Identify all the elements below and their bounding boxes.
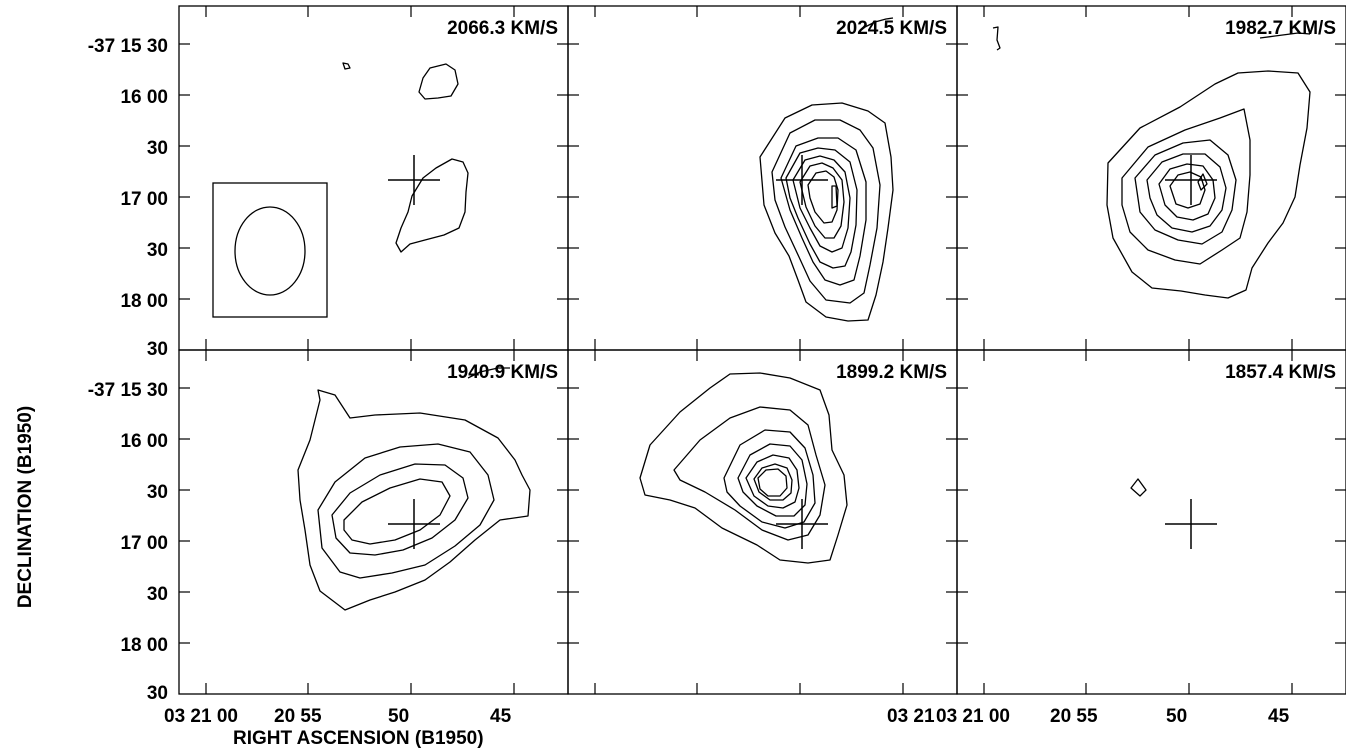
x-tick-label: 45 (490, 706, 512, 727)
contour-level (317, 443, 495, 579)
panel-5-contours (639, 372, 848, 564)
contour-level (780, 137, 867, 286)
panel-1-contours (212, 62, 469, 318)
y-tick-labels-bottom: -37 15 30 16 00 30 17 00 30 18 00 30 (88, 380, 168, 704)
y-tick-label: 18 00 (120, 635, 168, 656)
panel-4-contours (297, 367, 531, 611)
contour-level (723, 429, 816, 529)
x-axis-title: RIGHT ASCENSION (B1950) (233, 728, 484, 749)
contour-level (759, 102, 894, 322)
x-tick-label: 20 55 (1050, 706, 1098, 727)
contour-level (1158, 163, 1216, 221)
beam-box (212, 182, 328, 318)
contour-level (1106, 70, 1311, 299)
contour-level (753, 463, 793, 501)
contour-level (785, 147, 858, 269)
panel-5-velocity-label: 1899.2 KM/S (836, 362, 947, 383)
y-tick-label: 17 00 (120, 533, 168, 554)
contour-level (992, 26, 1001, 51)
contour-level (1134, 139, 1237, 245)
contour-level (467, 367, 510, 379)
x-tick-label: 45 (1268, 706, 1290, 727)
panel-3-frame (956, 5, 1346, 351)
contour-level (799, 162, 845, 239)
contour-level (864, 17, 894, 28)
y-tick-label: 16 00 (120, 431, 168, 452)
panel-2-contours (759, 17, 894, 322)
panel-2-frame (567, 5, 958, 351)
y-tick-label: 17 00 (120, 189, 168, 210)
y-tick-label: 30 (147, 482, 168, 503)
contour-level (418, 63, 459, 100)
contour-level (673, 406, 826, 541)
contour-level (639, 372, 848, 564)
contour-level (395, 158, 469, 253)
panel-4-velocity-label: 1940.9 KM/S (447, 362, 558, 383)
y-tick-label: 30 (147, 339, 168, 360)
contour-level (792, 155, 851, 253)
contour-level (757, 468, 788, 497)
x-tick-labels: 03 21 00 20 55 50 45 03 21 03 21 00 20 5… (164, 706, 1290, 727)
x-tick-label: 50 (388, 706, 409, 727)
beam-ellipse (234, 206, 306, 296)
y-tick-label: 30 (147, 138, 168, 159)
y-tick-label: 30 (147, 683, 168, 704)
y-tick-labels-top: -37 15 30 16 00 30 17 00 30 18 00 30 (88, 36, 168, 360)
panel-2-velocity-label: 2024.5 KM/S (836, 18, 947, 39)
panel-6-velocity-label: 1857.4 KM/S (1225, 362, 1336, 383)
x-tick-label: 03 21 00 (164, 706, 238, 727)
contour-level (1259, 32, 1311, 39)
y-tick-label: 30 (147, 240, 168, 261)
contour-level (1146, 153, 1227, 233)
contour-level (297, 389, 531, 611)
y-axis-title: DECLINATION (B1950) (15, 406, 36, 608)
panel-1-frame (178, 5, 569, 351)
contour-level (343, 478, 451, 545)
x-tick-label: 03 21 (887, 706, 935, 727)
panel-frames (178, 5, 1346, 695)
contour-level (1197, 173, 1208, 191)
contour-level (831, 185, 838, 209)
x-tick-label: 03 21 00 (936, 706, 1010, 727)
contour-level (342, 62, 351, 70)
panel-1-velocity-label: 2066.3 KM/S (447, 18, 558, 39)
y-tick-label: -37 15 30 (88, 36, 168, 57)
y-tick-label: 18 00 (120, 291, 168, 312)
panel-4-frame (178, 349, 569, 695)
x-tick-label: 20 55 (274, 706, 322, 727)
contour-level (1169, 171, 1206, 209)
contour-level (331, 463, 469, 556)
panel-6-contours (1130, 478, 1217, 549)
x-tick-label: 50 (1166, 706, 1187, 727)
y-tick-label: 16 00 (120, 87, 168, 108)
contour-level (1130, 478, 1147, 497)
panel-3-contours (992, 26, 1311, 299)
panel-6-frame (956, 349, 1346, 695)
y-tick-label: -37 15 30 (88, 380, 168, 401)
contour-level (745, 454, 800, 509)
tick-marks (179, 6, 1346, 694)
contour-level (771, 119, 881, 304)
contour-level (807, 170, 839, 224)
contour-level (737, 443, 808, 517)
contour-level (1121, 108, 1251, 265)
y-tick-label: 30 (147, 584, 168, 605)
